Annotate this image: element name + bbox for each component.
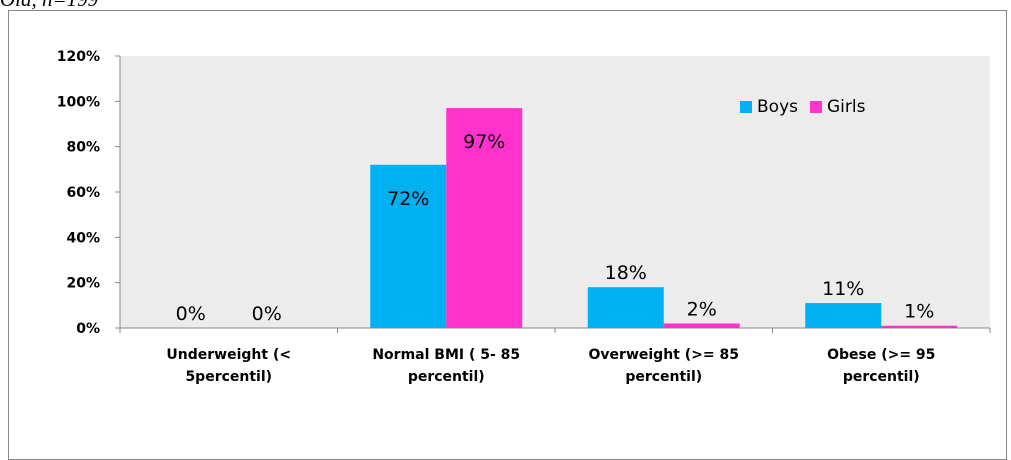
bar-boys [587,287,664,328]
legend-label-girls: Girls [827,97,866,117]
data-label: 0% [176,303,206,325]
x-tick-label-line: percentil) [408,369,485,385]
x-tick-label-line: percentil) [625,369,702,385]
data-label: 18% [605,262,647,284]
y-tick-label: 60% [66,185,100,201]
legend-swatch-boys [740,101,752,113]
y-tick-label: 120% [57,49,100,65]
x-tick-label-line: percentil) [843,369,920,385]
x-axis: Underweight (< 5percentil) Normal BMI ( 5-… [119,327,991,385]
x-tick-label: Underweight (< 5percentil) [166,347,291,385]
bar-boys [370,164,447,328]
y-axis: 0% 20% 40% 60% 80% 100% 120% [57,49,121,337]
y-tick-label: 0% [76,321,100,337]
bar-boys [805,303,882,328]
x-tick-label: Obese (>= 95 percentil) [827,347,935,385]
data-labels: 0% 0% 72% 97% 18% 2% 11% 1% [176,131,935,325]
y-tick-label: 40% [66,230,100,246]
x-tick-label: Overweight (>= 85 percentil) [589,347,739,385]
bar-girls [663,323,740,328]
bars [370,108,958,328]
x-tick-label-line: 5percentil) [185,369,272,385]
data-label: 72% [387,188,429,210]
bar-girls [881,325,958,328]
legend-label-boys: Boys [757,97,798,117]
data-label: 11% [822,278,864,300]
data-label: 1% [904,301,934,323]
x-tick-label-line: Overweight (>= 85 [589,347,739,363]
figure-caption: Old, n=199 [0,0,98,12]
data-label: 2% [687,298,717,320]
data-label: 0% [252,303,282,325]
plot-area [120,56,990,328]
x-tick-label-line: Obese (>= 95 [827,347,935,363]
y-tick-label: 20% [66,276,100,292]
y-tick-label: 100% [57,94,100,110]
x-tick-label: Normal BMI ( 5- 85 percentil) [372,347,520,385]
bar-girls [446,108,523,328]
data-label: 97% [463,131,505,153]
legend: Boys Girls [740,97,866,117]
x-tick-label-line: Normal BMI ( 5- 85 [372,347,520,363]
x-tick-label-line: Underweight (< [166,347,291,363]
y-tick-label: 80% [66,140,100,156]
legend-swatch-girls [810,101,822,113]
